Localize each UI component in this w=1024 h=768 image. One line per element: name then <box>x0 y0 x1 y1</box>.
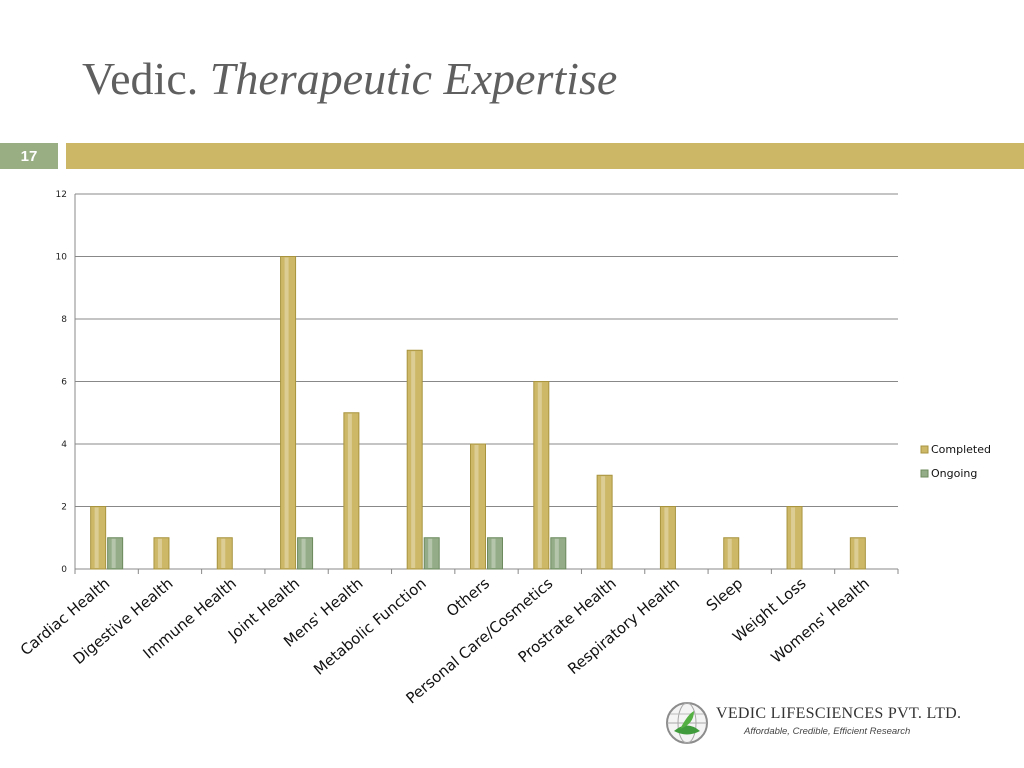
bar-completed <box>786 506 803 570</box>
bar-completed <box>406 349 423 570</box>
x-tick-label: Respiratory Health <box>564 574 683 678</box>
bar-highlight <box>111 538 116 568</box>
bar-completed <box>659 506 676 570</box>
company-logo: VEDIC LIFESCIENCES PVT. LTD. Affordable,… <box>664 700 974 748</box>
bar-ongoing <box>297 537 314 570</box>
legend-swatch-ongoing <box>920 469 929 478</box>
y-tick-label: 6 <box>61 378 67 388</box>
bar-ongoing <box>107 537 124 570</box>
bar-completed <box>280 256 297 570</box>
bar-completed <box>153 537 170 570</box>
y-tick-label: 4 <box>61 440 67 450</box>
y-tick-label: 10 <box>56 253 68 263</box>
bar-highlight <box>411 351 416 568</box>
bar-highlight <box>428 538 433 568</box>
x-tick-label: Sleep <box>703 574 746 615</box>
y-tick-label: 0 <box>61 565 67 575</box>
legend-swatch-completed <box>920 445 929 454</box>
bar-ongoing <box>423 537 440 570</box>
bar-highlight <box>554 538 559 568</box>
bar-ongoing <box>550 537 567 570</box>
bar-completed <box>343 412 360 570</box>
bar-completed <box>90 506 107 570</box>
bar-highlight <box>221 538 226 568</box>
bar-highlight <box>474 445 479 568</box>
company-tagline: Affordable, Credible, Efficient Research <box>744 726 911 737</box>
bar-highlight <box>791 507 796 568</box>
bar-highlight <box>157 538 162 568</box>
globe-leaf-icon <box>666 702 708 744</box>
bar-completed <box>723 537 740 570</box>
bar-highlight <box>301 538 306 568</box>
bar-highlight <box>664 507 669 568</box>
y-tick-label: 2 <box>61 503 67 513</box>
bar-ongoing <box>487 537 503 570</box>
bar-highlight <box>284 257 289 568</box>
x-tick-label: Metabolic Function <box>310 574 430 678</box>
bar-completed <box>596 474 613 570</box>
legend-label: Completed <box>931 443 991 456</box>
bar-highlight <box>854 538 859 568</box>
bar-completed <box>216 537 233 570</box>
bar-completed <box>849 537 866 570</box>
legend-label: Ongoing <box>931 467 977 480</box>
slide-title-plain: Vedic. <box>82 53 199 104</box>
company-name: VEDIC LIFESCIENCES PVT. LTD. <box>716 705 962 722</box>
bar-highlight <box>491 538 496 568</box>
bar-highlight <box>347 413 352 568</box>
bar-highlight <box>727 538 732 568</box>
bar-highlight <box>94 507 99 568</box>
y-tick-label: 12 <box>56 190 67 200</box>
bar-completed <box>470 443 486 570</box>
bar-completed <box>533 381 550 570</box>
x-tick-label: Others <box>443 574 493 620</box>
title-accent-bar <box>66 143 1024 169</box>
y-tick-label: 8 <box>61 315 67 325</box>
slide-title-italic: Therapeutic Expertise <box>209 53 618 104</box>
slide-number: 17 <box>0 143 58 169</box>
slide-title: Vedic. Therapeutic Expertise <box>82 52 617 105</box>
bar-highlight <box>537 382 542 568</box>
bar-highlight <box>601 476 606 568</box>
